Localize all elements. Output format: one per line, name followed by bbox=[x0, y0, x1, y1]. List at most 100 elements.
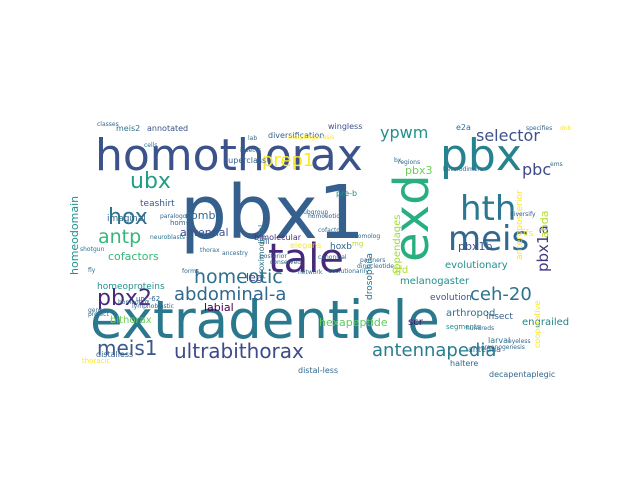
word-elegans: elegans bbox=[290, 241, 321, 250]
word-partners: partners bbox=[360, 257, 385, 264]
word-thoracic: thoracic bbox=[82, 357, 110, 365]
word-pbx3: pbx3 bbox=[405, 164, 432, 177]
word-meis: meis bbox=[448, 219, 529, 259]
word-pbx: pbx bbox=[440, 130, 522, 181]
word-pbx1: pbx1 bbox=[180, 170, 365, 256]
word-decapentaplegic: decapentaplegic bbox=[489, 370, 555, 379]
word-abda: abda bbox=[538, 211, 551, 238]
word-bx: bx bbox=[394, 157, 402, 164]
word-homoeotic: homoeotic bbox=[308, 213, 340, 220]
word-annotated: annotated bbox=[147, 124, 188, 133]
word-wingless: wingless bbox=[328, 122, 362, 131]
word-pbx1b: pbx1b bbox=[458, 240, 492, 253]
word-segments: segments bbox=[446, 323, 481, 331]
word-proximodistal: proximodistal bbox=[257, 225, 266, 279]
word-cofactors: cofactors bbox=[108, 250, 159, 263]
word-cofactor: cofactor bbox=[318, 227, 343, 234]
word-homeobox: homeobox bbox=[118, 299, 150, 306]
word-conserved: conserved bbox=[270, 259, 301, 266]
word-imaginal: imaginal bbox=[107, 214, 146, 224]
word-evolutionarily: evolutionarily bbox=[328, 268, 369, 275]
word-ems: ems bbox=[550, 161, 563, 168]
word-engrailed: engrailed bbox=[522, 317, 569, 328]
word-fly: fly bbox=[88, 267, 96, 274]
word-network: network bbox=[298, 269, 323, 276]
word-subgroup: subgroup bbox=[300, 209, 328, 216]
word-lab: lab bbox=[248, 135, 257, 142]
word-organogenesis: organogenesis bbox=[481, 344, 525, 351]
word-meis1: meis1 bbox=[97, 336, 158, 360]
word-homeoproteins: homeoproteins bbox=[97, 282, 165, 292]
word-heterodimers: heterodimers bbox=[443, 166, 483, 173]
word-ifs: ifs bbox=[523, 229, 534, 239]
word-evolution: evolution bbox=[430, 293, 472, 303]
word-ypwm: ypwm bbox=[380, 123, 428, 142]
word-melanogaster: melanogaster bbox=[400, 276, 470, 287]
word-anteroposterior: anteroposterior bbox=[515, 190, 525, 260]
word-morphogenesis: morphogenesis bbox=[288, 134, 334, 141]
word-posterior: posterior bbox=[260, 253, 287, 260]
word-labial: labial bbox=[204, 301, 234, 314]
word-tale: tale bbox=[268, 236, 344, 282]
word-mg: mg bbox=[352, 240, 363, 248]
word-scr: scr bbox=[408, 317, 424, 328]
word-antp: antp bbox=[98, 226, 141, 248]
word-specifies: specifies bbox=[526, 125, 552, 132]
word-genes: genes bbox=[88, 307, 106, 314]
word-homeotic: homeotic bbox=[194, 266, 283, 288]
word-eyeless: eyeless bbox=[508, 338, 531, 345]
word-ceh-20: ceh-20 bbox=[470, 284, 532, 305]
word-homothorax: homothorax bbox=[95, 130, 363, 181]
word-unc-62: unc-62 bbox=[136, 295, 160, 303]
word-superclass: superclass bbox=[224, 156, 266, 165]
word-antennapedia: antennapedia bbox=[372, 340, 496, 361]
word-project: project bbox=[88, 311, 109, 318]
word-exd: exd bbox=[384, 174, 440, 262]
word-leg: leg bbox=[246, 271, 263, 284]
word-hth: hth bbox=[460, 189, 516, 229]
word-paralogous: paralogous bbox=[160, 213, 193, 220]
word-pbx1a: pbx1a bbox=[534, 225, 552, 272]
word-distalless: distalless bbox=[96, 350, 133, 359]
word-dnb: dnb bbox=[560, 125, 572, 132]
word-thorax: thorax bbox=[200, 247, 220, 254]
word-lymphoblastic: lymphoblastic bbox=[132, 303, 174, 310]
word-larval: larval bbox=[488, 336, 510, 345]
word-shotgun: shotgun bbox=[80, 246, 105, 253]
word-insects: insects bbox=[240, 147, 261, 154]
word-meis2: meis2 bbox=[116, 124, 140, 133]
word-combs: combs bbox=[185, 209, 221, 222]
word-regions: regions bbox=[398, 159, 420, 166]
word-antenna: antenna bbox=[468, 345, 501, 354]
word-pre-b: pre-b bbox=[336, 189, 357, 198]
word-ultrabithorax: ultrabithorax bbox=[174, 339, 304, 363]
word-homolog: homolog bbox=[354, 233, 380, 240]
word-cells: cells bbox=[144, 142, 157, 149]
word-dll: dll bbox=[260, 237, 270, 246]
word-insect: insect bbox=[486, 312, 513, 322]
word-appendages: appendages bbox=[392, 215, 403, 277]
word-homeodomain: homeodomain bbox=[68, 196, 81, 275]
word-ancestry: ancestry bbox=[222, 250, 248, 257]
word-ubx: ubx bbox=[130, 169, 171, 194]
word-selector: selector bbox=[476, 126, 540, 145]
word-hox: hox bbox=[108, 205, 148, 230]
word-neuroblasts: neuroblasts bbox=[150, 234, 185, 241]
word-forms: forms bbox=[182, 268, 199, 275]
word-prep1: prep1 bbox=[262, 150, 314, 171]
word-extradenticle: extradenticle bbox=[90, 290, 440, 351]
word-abdominal-a: abdominal-a bbox=[174, 284, 286, 305]
word-evolutionary: evolutionary bbox=[445, 260, 508, 271]
word-antennal: antennal bbox=[180, 226, 229, 239]
word-haltere: haltere bbox=[450, 359, 478, 368]
word-hexapeptide: hexapeptide bbox=[319, 316, 388, 329]
word-hoxb: hoxb bbox=[330, 242, 352, 252]
word-cooperative: cooperative bbox=[533, 301, 542, 348]
word-drosophila: drosophila bbox=[365, 253, 375, 300]
word-diversification: diversification bbox=[268, 131, 324, 140]
word-arthropod: arthropod bbox=[446, 308, 495, 319]
word-pbx2: pbx2 bbox=[97, 286, 152, 311]
word-diversify: diversify bbox=[510, 211, 536, 218]
word-e2a: e2a bbox=[456, 123, 471, 132]
